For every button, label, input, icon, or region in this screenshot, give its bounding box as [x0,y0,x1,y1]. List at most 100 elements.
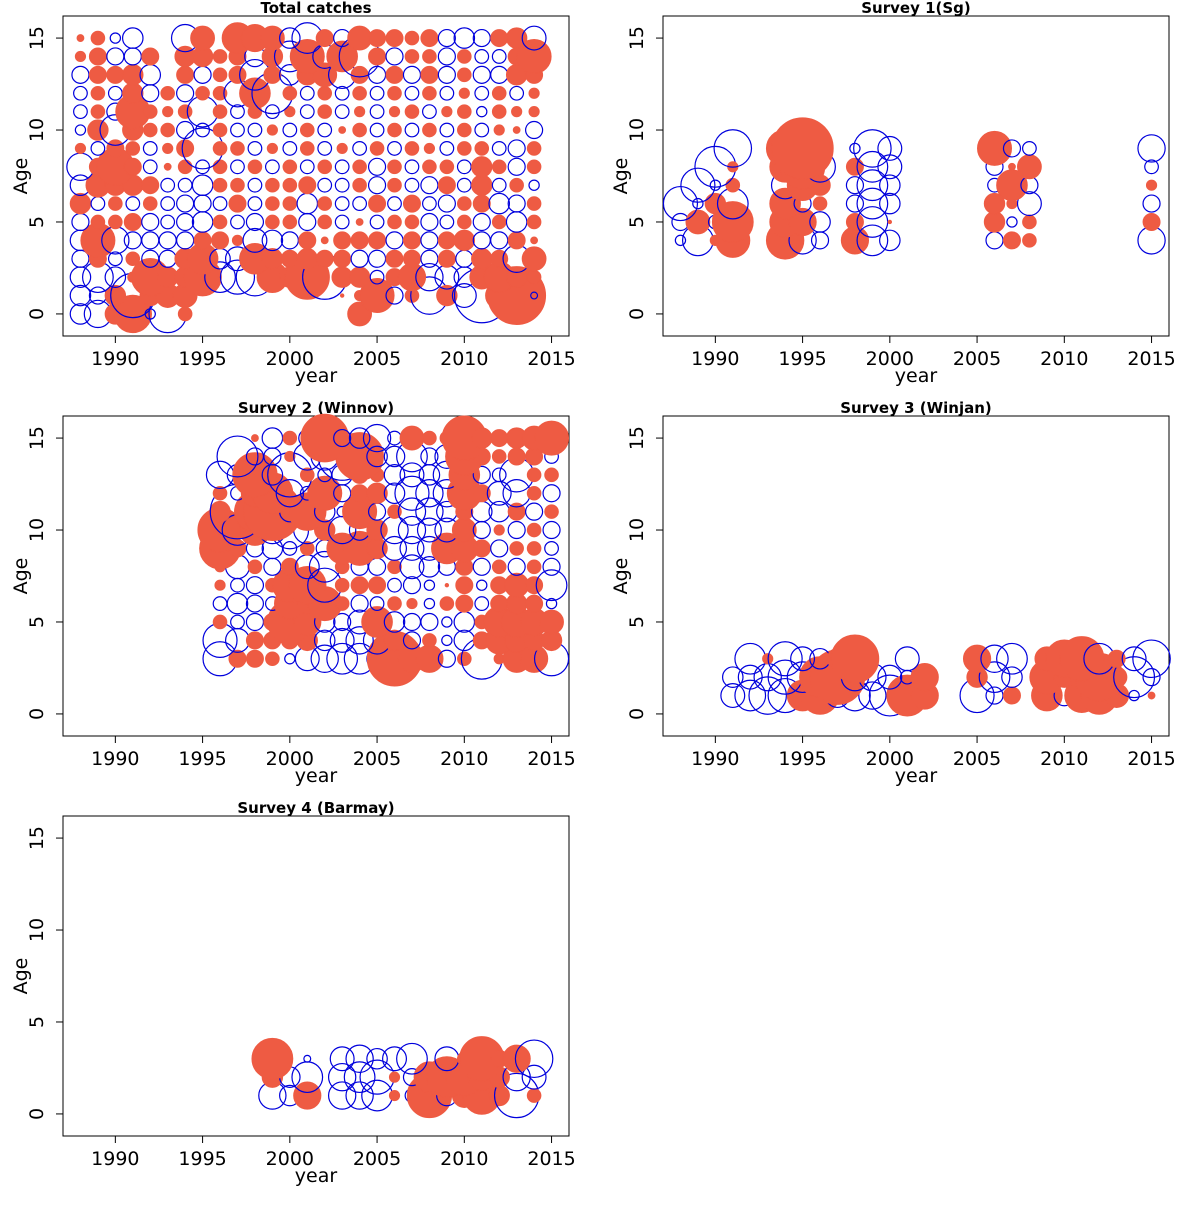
bubble-positive [406,597,418,610]
bubble-negative [69,266,92,288]
bubble-negative [191,174,214,196]
bubble-positive [280,557,299,576]
bubble-positive [141,47,160,66]
bubble-negative [476,105,488,118]
bubble-positive [190,25,215,51]
bubble-negative [423,597,436,610]
bubble-positive [471,248,493,270]
bubble-positive [402,231,421,250]
bubble-positive [493,524,505,536]
bubble-negative [369,104,385,120]
bubble-negative [109,32,122,44]
bubble-positive [211,231,230,250]
y-tick-label: 5 [26,216,48,228]
bubble-negative [472,557,491,576]
bubble-positive [212,67,228,83]
bubble-positive [368,29,387,48]
bubble-positive [315,29,334,48]
y-axis-label: Age [10,158,32,195]
x-tick-label: 2010 [440,1148,488,1170]
bubble-negative [264,104,280,120]
bubble-positive [282,177,298,193]
bubble-positive [453,229,476,252]
bubble-positive [530,236,539,245]
bubble-positive [1017,154,1042,180]
bubble-positive [512,126,521,134]
panel-survey-1: Survey 1(Sg) 1990 1995 2000 2005 2010 2015 year… [610,0,1176,387]
bubble-positive [457,49,472,64]
y-tick-label: 15 [26,826,48,850]
bubble-negative [853,129,892,168]
bubble-positive [90,104,106,119]
bubble-negative [542,520,561,540]
bubble-negative [367,249,387,268]
bubble-negative [263,557,282,576]
bubble-negative [230,104,245,120]
bubble-positive [458,87,470,99]
bubble-negative [985,231,1004,250]
bubble-negative [420,212,439,232]
x-tick-label: 2015 [527,748,575,770]
bubble-negative [74,124,87,136]
bubble-positive [162,106,174,118]
bubble-negative [125,196,141,211]
bubble-positive [385,249,404,268]
bubble-positive [163,162,172,171]
bubble-negative [535,569,568,602]
bubble-negative [525,502,544,521]
x-tick-label: 2000 [266,348,314,370]
bubble-positive [315,249,334,268]
bubble-positive [247,559,263,575]
bubble-positive [368,194,387,213]
bubble-negative [387,141,402,156]
bubble-negative [402,612,422,632]
bubble-positive [245,649,264,668]
bubble-negative [439,141,455,156]
bubble-negative [329,627,355,653]
bubble-negative [284,653,296,665]
bubble-negative [404,177,420,193]
bubble-positive [212,122,228,138]
bubble-positive [296,248,318,270]
bubble-positive [830,634,880,684]
bubble-negative [382,535,408,561]
x-tick-label: 2015 [527,1148,575,1170]
bubble-negative [720,683,746,709]
bubble-positive [293,1081,322,1110]
bubble-negative [542,484,561,503]
bubble-positive [704,192,727,215]
bubble-positive [526,269,542,285]
bubble-negative [106,47,125,66]
bubble-negative [542,557,561,576]
bubble-negative [195,122,210,138]
bubble-positive [983,192,1006,215]
bubble-negative [472,465,491,484]
bubble-positive [962,644,992,673]
bubble-negative [317,122,333,138]
bubble-positive [404,104,420,119]
bubble-positive [685,209,711,235]
bubble-negative [521,25,547,51]
bubble-positive [104,284,127,307]
bubble-positive [488,1084,510,1107]
x-tick-label: 1990 [91,1148,139,1170]
bubble-positive [209,500,231,523]
bubble-positive [1022,214,1037,230]
bubble-positive [350,576,369,595]
bubble-positive [359,278,395,314]
bubble-negative [402,65,422,84]
bubble-positive [299,541,315,556]
bubble-positive [122,82,144,104]
bubble-positive [388,106,401,118]
bubble-positive [544,467,559,483]
bubble-positive [239,77,271,110]
x-tick-label: 2005 [353,1148,401,1170]
bubble-positive [422,159,437,175]
y-tick-label: 5 [26,616,48,628]
bubble-negative [350,249,369,268]
bubble-positive [298,231,317,250]
bubble-positive [439,596,455,611]
bubble-positive [1059,636,1105,682]
bubble-positive [265,651,280,667]
bubble-positive [350,484,369,503]
